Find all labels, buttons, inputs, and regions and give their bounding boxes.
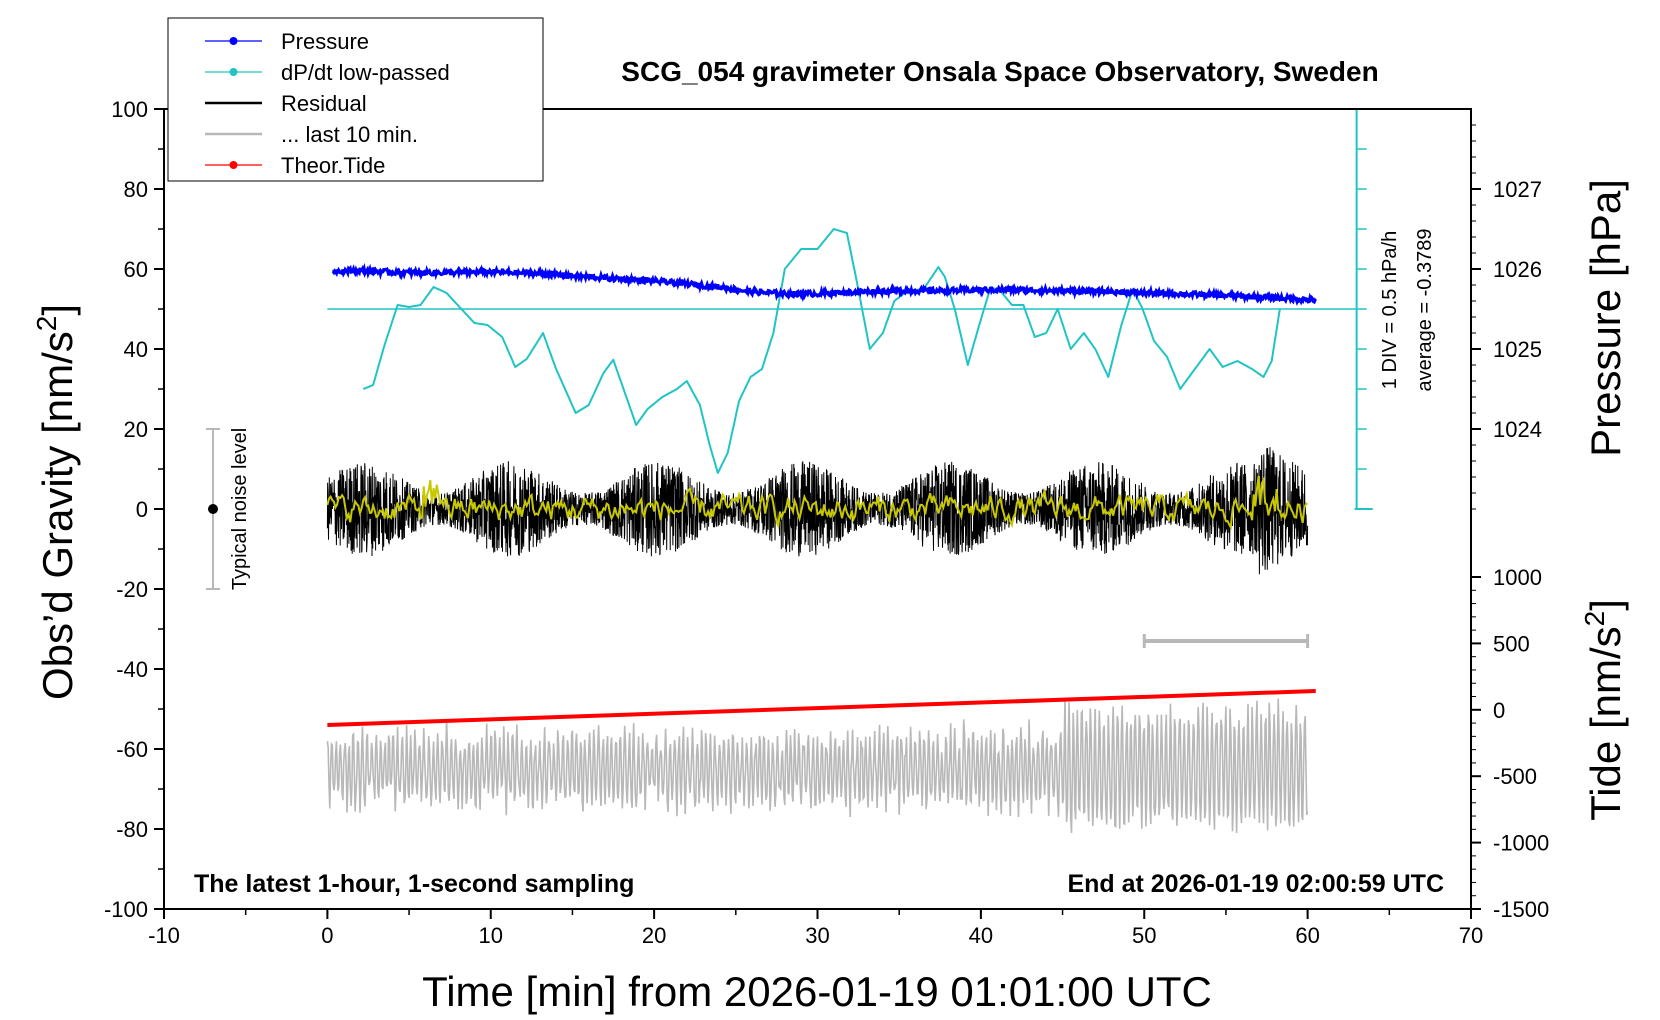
y-tick-label: -40	[116, 657, 148, 682]
sampling-annotation: The latest 1-hour, 1-second sampling	[194, 870, 634, 898]
x-tick-label: 40	[969, 923, 993, 948]
y-axis-title: Obs’d Gravity [nm/s2]	[31, 304, 81, 700]
x-axis-title: Time [min] from 2026-01-19 01:01:00 UTC	[422, 968, 1212, 1015]
series-residual	[326, 447, 1309, 575]
legend-marker	[229, 68, 238, 76]
legend-label: Pressure	[281, 29, 369, 54]
y-tick-label: -100	[104, 897, 148, 922]
legend-entry: Residual	[205, 91, 367, 116]
x-tick-label: 10	[479, 923, 503, 948]
legend-label: Residual	[281, 91, 367, 116]
legend-entry: dP/dt low-passed	[205, 60, 450, 85]
series-layer	[326, 108, 1373, 834]
end-time-annotation: End at 2026-01-19 02:00:59 UTC	[1067, 870, 1444, 898]
tide-tick-label: 500	[1493, 631, 1530, 656]
y-tick-label: -80	[116, 817, 148, 842]
pressure-tick-label: 1027	[1493, 177, 1542, 202]
pressure-axis-title: Pressure [hPa]	[1582, 179, 1629, 457]
tide-tick-label: -1000	[1493, 831, 1549, 856]
legend-entry: Theor.Tide	[205, 153, 385, 178]
legend-label: ... last 10 min.	[281, 122, 418, 147]
dpdt-div-label: 1 DIV = 0.5 hPa/h	[1379, 231, 1401, 389]
y-tick-label: 60	[124, 257, 148, 282]
x-tick-label: 70	[1459, 923, 1483, 948]
pressure-tick-label: 1026	[1493, 257, 1542, 282]
tide-tick-label: -500	[1493, 764, 1537, 789]
tide-tick-label: -1500	[1493, 897, 1549, 922]
tide-axis-title: Tide [nm/s2]	[1579, 599, 1629, 821]
pressure-tick-label: 1025	[1493, 337, 1542, 362]
dpdt-average-label: average = -0.3789	[1414, 229, 1436, 392]
noise-level-label: Typical noise level	[229, 428, 251, 590]
dpdt-scale-indicator: 1 DIV = 0.5 hPa/h average = -0.3789	[1379, 229, 1436, 392]
legend: Pressure dP/dt low-passed Residual ... last…	[167, 17, 544, 182]
y-tick-label: 40	[124, 337, 148, 362]
y-tick-label: 20	[124, 417, 148, 442]
legend-marker	[229, 161, 238, 169]
series-pressure	[331, 262, 1317, 306]
x-tick-label: -10	[148, 923, 180, 948]
tide-tick-label: 0	[1493, 698, 1505, 723]
chart-title: SCG_054 gravimeter Onsala Space Observat…	[621, 56, 1378, 87]
legend-entry: Pressure	[205, 29, 369, 54]
y-tick-label: -60	[116, 737, 148, 762]
x-tick-label: 20	[642, 923, 666, 948]
y-tick-label: 100	[111, 97, 148, 122]
legend-marker	[229, 37, 238, 45]
x-tick-label: 50	[1132, 923, 1156, 948]
x-tick-label: 60	[1295, 923, 1319, 948]
legend-label: dP/dt low-passed	[281, 60, 450, 85]
noise-level-indicator: Typical noise level	[206, 428, 251, 590]
legend-label: Theor.Tide	[281, 153, 385, 178]
legend-box	[167, 17, 544, 182]
series-dpdt-lowpassed	[362, 228, 1281, 474]
x-tick-label: 30	[805, 923, 829, 948]
x-tick-label: 0	[321, 923, 333, 948]
series-residual-lowpassed	[326, 475, 1308, 531]
legend-entry: ... last 10 min.	[205, 122, 418, 147]
tide-tick-label: 1000	[1493, 565, 1542, 590]
pressure-tick-label: 1024	[1493, 417, 1542, 442]
y-tick-label: -20	[116, 577, 148, 602]
series-theor-tide	[327, 689, 1316, 727]
y-tick-label: 80	[124, 177, 148, 202]
axes-layer: -10 0 10 20 30 40 50 60 70100806040200-20-40-60-…	[104, 97, 1549, 948]
y-tick-label: 0	[136, 497, 148, 522]
series-last-10-min	[326, 697, 1309, 834]
